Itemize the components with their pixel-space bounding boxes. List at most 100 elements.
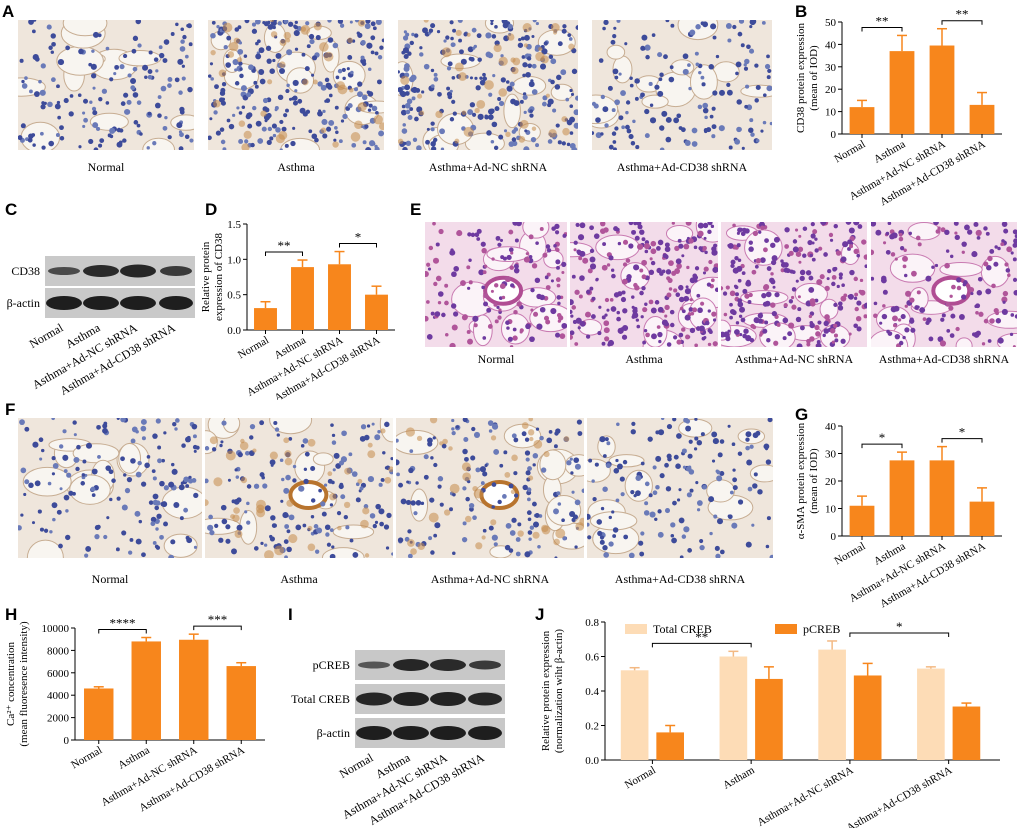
nucleus bbox=[488, 92, 493, 97]
nucleus bbox=[730, 259, 736, 265]
legend-label: pCREB bbox=[803, 622, 840, 636]
nucleus bbox=[716, 470, 721, 475]
nucleus bbox=[469, 102, 476, 108]
significance-bracket bbox=[98, 629, 147, 634]
nucleus bbox=[333, 138, 337, 142]
nucleus bbox=[285, 474, 291, 481]
nucleus bbox=[628, 222, 634, 226]
caption-asthma-cd38: Asthma+Ad-CD38 shRNA bbox=[878, 352, 1010, 366]
brown-stain bbox=[267, 79, 273, 85]
alveolar-space bbox=[312, 452, 334, 466]
nucleus bbox=[873, 313, 878, 319]
brown-stain bbox=[528, 475, 534, 481]
nucleus bbox=[92, 122, 99, 129]
nucleus bbox=[109, 77, 114, 82]
nucleus bbox=[814, 324, 820, 331]
nucleus bbox=[695, 24, 701, 30]
nucleus bbox=[188, 478, 194, 484]
nucleus bbox=[634, 285, 640, 291]
nucleus bbox=[68, 111, 74, 117]
nucleus bbox=[735, 71, 739, 76]
nucleus bbox=[391, 552, 393, 556]
nucleus bbox=[470, 232, 476, 238]
nucleus bbox=[32, 20, 37, 22]
nucleus bbox=[374, 434, 381, 441]
nucleus bbox=[902, 264, 907, 269]
nucleus bbox=[260, 541, 264, 546]
nucleus bbox=[374, 51, 379, 56]
nucleus bbox=[543, 315, 550, 321]
nucleus bbox=[604, 437, 609, 442]
nucleus bbox=[127, 73, 132, 78]
x-tick-label: Asthma bbox=[116, 744, 152, 772]
nucleus bbox=[375, 110, 379, 115]
significance-bracket bbox=[941, 20, 983, 25]
nucleus bbox=[435, 242, 440, 247]
nucleus bbox=[130, 85, 136, 91]
nucleus bbox=[303, 478, 309, 484]
nucleus bbox=[327, 478, 333, 484]
nucleus bbox=[706, 282, 712, 287]
nucleus bbox=[795, 316, 802, 323]
nucleus bbox=[231, 548, 237, 555]
nucleus bbox=[630, 141, 636, 146]
nucleus bbox=[287, 21, 294, 27]
nucleus bbox=[763, 247, 768, 253]
nucleus bbox=[400, 109, 407, 116]
nucleus bbox=[766, 516, 771, 521]
nucleus bbox=[380, 478, 385, 482]
nucleus bbox=[744, 58, 750, 65]
nucleus bbox=[610, 268, 615, 272]
brown-stain bbox=[357, 478, 363, 484]
brown-stain bbox=[349, 88, 354, 93]
nucleus bbox=[106, 516, 110, 520]
nucleus bbox=[694, 266, 700, 271]
nucleus bbox=[672, 500, 677, 506]
nucleus bbox=[232, 113, 236, 117]
nucleus bbox=[810, 222, 815, 227]
nucleus bbox=[267, 126, 273, 132]
nucleus bbox=[603, 20, 609, 25]
nucleus bbox=[569, 104, 574, 108]
nucleus bbox=[451, 418, 455, 423]
nucleus bbox=[685, 222, 692, 226]
nucleus bbox=[219, 90, 226, 96]
brown-stain bbox=[449, 483, 460, 494]
nucleus bbox=[351, 471, 358, 477]
nucleus bbox=[467, 338, 473, 345]
nucleus bbox=[939, 340, 947, 347]
bar bbox=[365, 294, 388, 330]
nucleus bbox=[68, 490, 74, 496]
nucleus bbox=[449, 117, 455, 122]
nucleus bbox=[381, 38, 384, 43]
nucleus bbox=[325, 532, 330, 537]
nucleus bbox=[369, 513, 376, 519]
nucleus bbox=[593, 233, 600, 240]
nucleus bbox=[640, 461, 645, 466]
nucleus bbox=[462, 486, 467, 491]
nucleus bbox=[528, 254, 533, 259]
nucleus bbox=[1012, 242, 1017, 248]
nucleus bbox=[657, 239, 664, 246]
nucleus bbox=[812, 229, 818, 235]
nucleus bbox=[721, 286, 724, 291]
nucleus bbox=[113, 72, 117, 76]
nucleus bbox=[643, 307, 648, 312]
nucleus bbox=[950, 313, 956, 319]
nucleus bbox=[535, 143, 540, 148]
nucleus bbox=[497, 499, 502, 505]
nucleus bbox=[726, 89, 733, 96]
significance-bracket bbox=[849, 632, 950, 637]
nucleus bbox=[491, 34, 497, 39]
nucleus bbox=[697, 104, 703, 110]
nucleus bbox=[809, 253, 813, 258]
nucleus bbox=[147, 111, 152, 116]
nucleus bbox=[328, 119, 335, 126]
nucleus bbox=[445, 333, 449, 337]
nucleus bbox=[429, 497, 435, 503]
nucleus bbox=[471, 27, 477, 33]
nucleus bbox=[746, 104, 753, 111]
nucleus bbox=[771, 255, 778, 262]
nucleus bbox=[244, 139, 249, 144]
nucleus bbox=[571, 146, 578, 150]
